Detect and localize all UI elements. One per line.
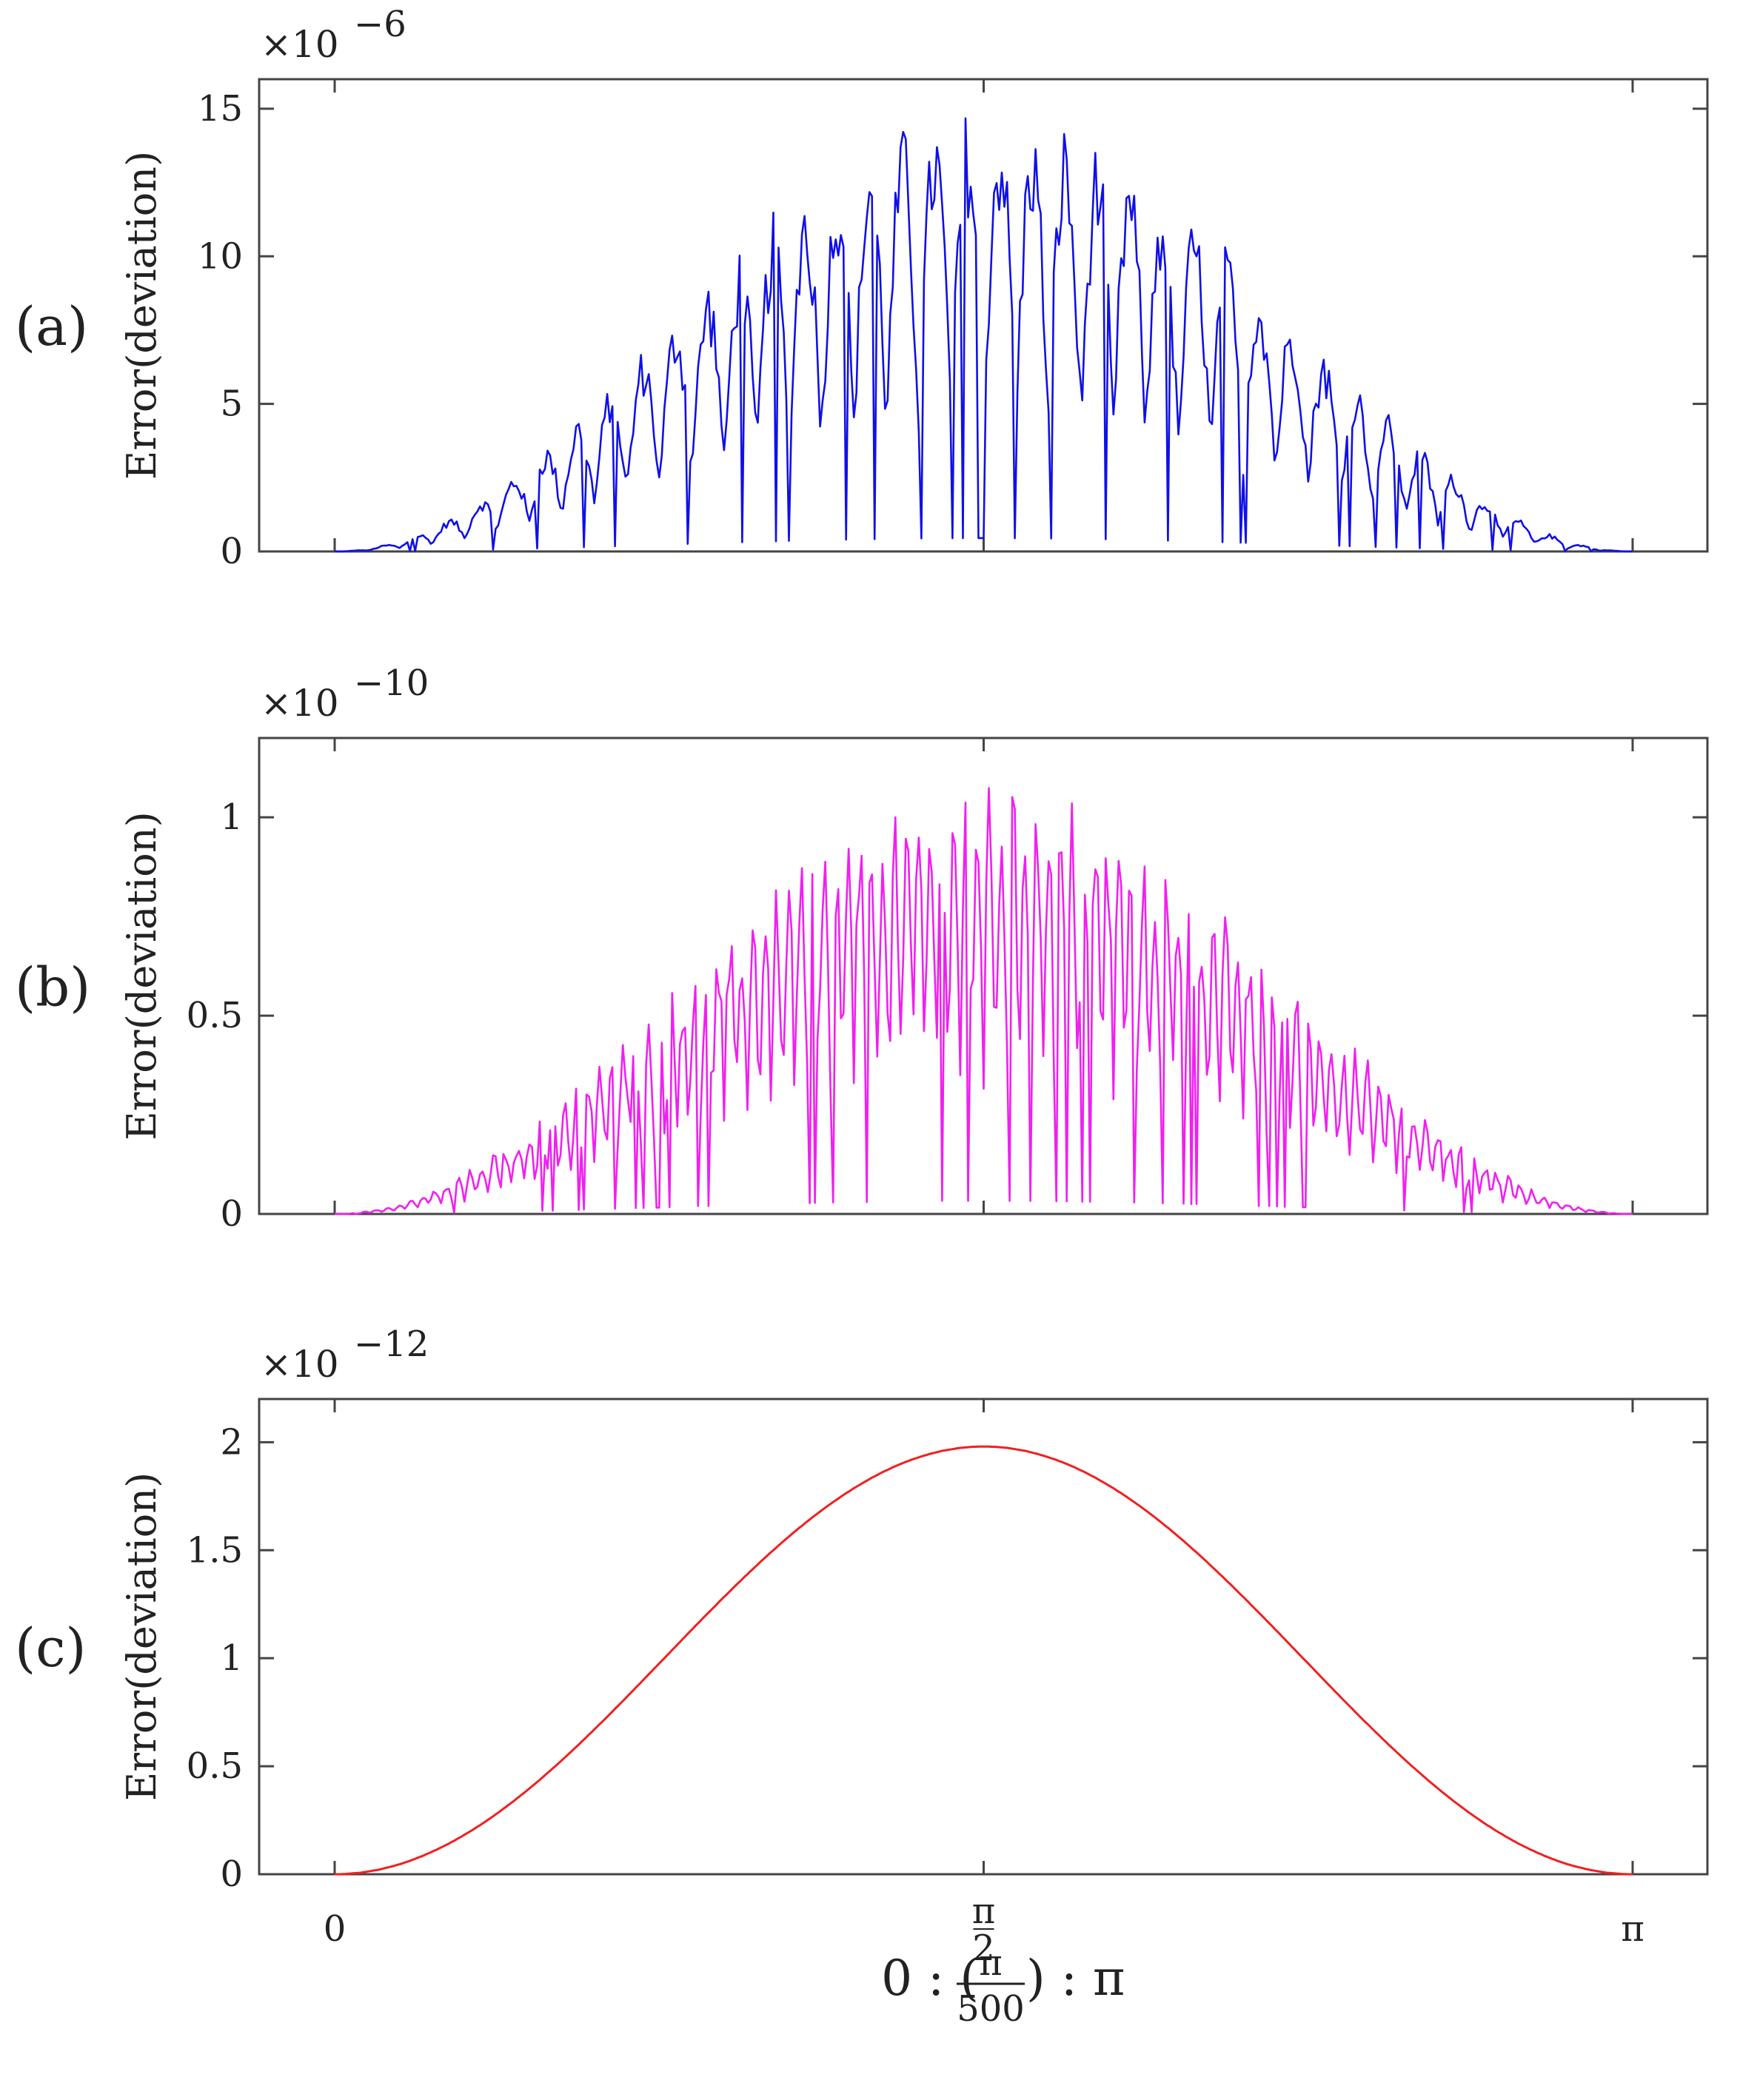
series-line <box>335 1445 1633 1876</box>
x-tick-label: π <box>972 1891 996 1932</box>
series-line <box>335 117 1633 553</box>
y-tick-label: 0 <box>220 1854 243 1895</box>
x-axis-label-prefix: 0 : ( <box>881 1950 979 2007</box>
plot-frame <box>258 78 1709 553</box>
scale-multiplier: ×10 <box>261 23 339 66</box>
plot-frame <box>258 737 1709 1215</box>
x-tick-label: π <box>1621 1908 1644 1950</box>
scale-multiplier: ×10 <box>261 1343 339 1386</box>
y-tick-label: 10 <box>198 235 243 277</box>
y-axis-label: Error(deviation) <box>118 151 165 480</box>
y-tick-label: 0 <box>220 1193 243 1235</box>
panel-label: (c) <box>15 1617 87 1679</box>
x-axis-label-suffix: ) : π <box>1026 1950 1125 2007</box>
panel-label: (b) <box>15 956 90 1019</box>
x-axis-label-denominator: 500 <box>957 1988 1025 2030</box>
series-line <box>335 787 1633 1215</box>
y-tick-label: 5 <box>220 383 243 425</box>
y-tick-label: 0.5 <box>187 995 243 1036</box>
y-tick-label: 15 <box>198 88 243 130</box>
scale-exponent: −10 <box>354 662 429 704</box>
scale-exponent: −12 <box>354 1324 429 1365</box>
panel-label: (a) <box>15 295 88 358</box>
panel-b: 0 0.5 1 ×10 −10 Error(deviation) (b) <box>15 662 1709 1235</box>
y-tick-label: 2 <box>220 1421 243 1463</box>
x-tick-label-den: 2 <box>972 1928 995 1969</box>
y-tick-label: 0 <box>220 531 243 572</box>
plot-frame <box>258 1398 1709 1876</box>
x-axis-label: 0 : ( π 500 ) : π <box>881 1942 1125 2030</box>
x-axis-label-numerator: π <box>979 1942 1003 1984</box>
y-tick-label: 1 <box>220 1637 243 1679</box>
scale-multiplier: ×10 <box>261 682 339 725</box>
y-axis-label: Error(deviation) <box>118 811 165 1140</box>
y-tick-label: 1.5 <box>187 1529 243 1571</box>
scale-exponent: −6 <box>354 4 406 45</box>
y-axis-label: Error(deviation) <box>118 1472 165 1801</box>
panel-a: 0 5 10 15 ×10 −6 Error(deviation) (a) <box>15 4 1709 572</box>
y-tick-label: 1 <box>220 796 243 838</box>
x-tick-label: 0 <box>324 1908 347 1950</box>
y-tick-label: 0.5 <box>187 1745 243 1787</box>
